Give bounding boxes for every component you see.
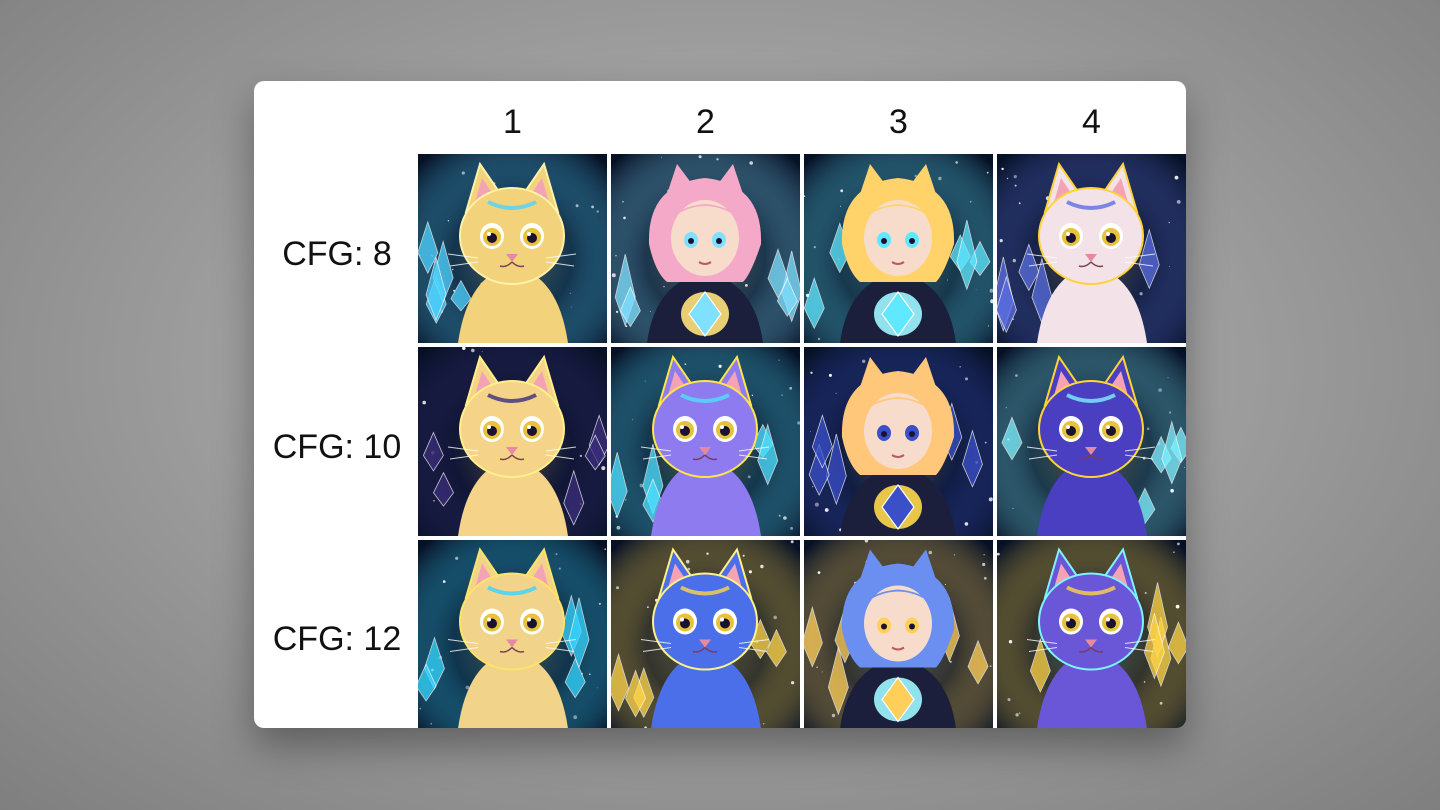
row-label-cfg-12: CFG: 12 [262,617,412,661]
illustration [418,540,607,728]
image-tile-r3-c1 [418,540,607,728]
image-tile-r3-c2 [611,540,800,728]
column-header-4: 4 [997,100,1186,144]
image-tile-r2-c2 [611,347,800,536]
image-tile-r3-c4 [997,540,1186,728]
illustration [611,540,800,728]
image-tile-r1-c3 [804,154,993,343]
row-label-cfg-8: CFG: 8 [262,232,412,276]
image-tile-r2-c3 [804,347,993,536]
illustration [997,540,1186,728]
illustration [418,154,607,343]
row-label-cfg-10: CFG: 10 [262,425,412,469]
column-header-2: 2 [611,100,800,144]
image-tile-r2-c4 [997,347,1186,536]
illustration [418,347,607,536]
illustration [804,347,993,536]
illustration [997,347,1186,536]
illustration [611,347,800,536]
image-tile-r3-c3 [804,540,993,728]
image-tile-r1-c1 [418,154,607,343]
column-header-1: 1 [418,100,607,144]
illustration [804,154,993,343]
illustration [804,540,993,728]
column-header-3: 3 [804,100,993,144]
image-tile-r1-c4 [997,154,1186,343]
image-tile-r1-c2 [611,154,800,343]
illustration [611,154,800,343]
illustration [997,154,1186,343]
image-tile-r2-c1 [418,347,607,536]
